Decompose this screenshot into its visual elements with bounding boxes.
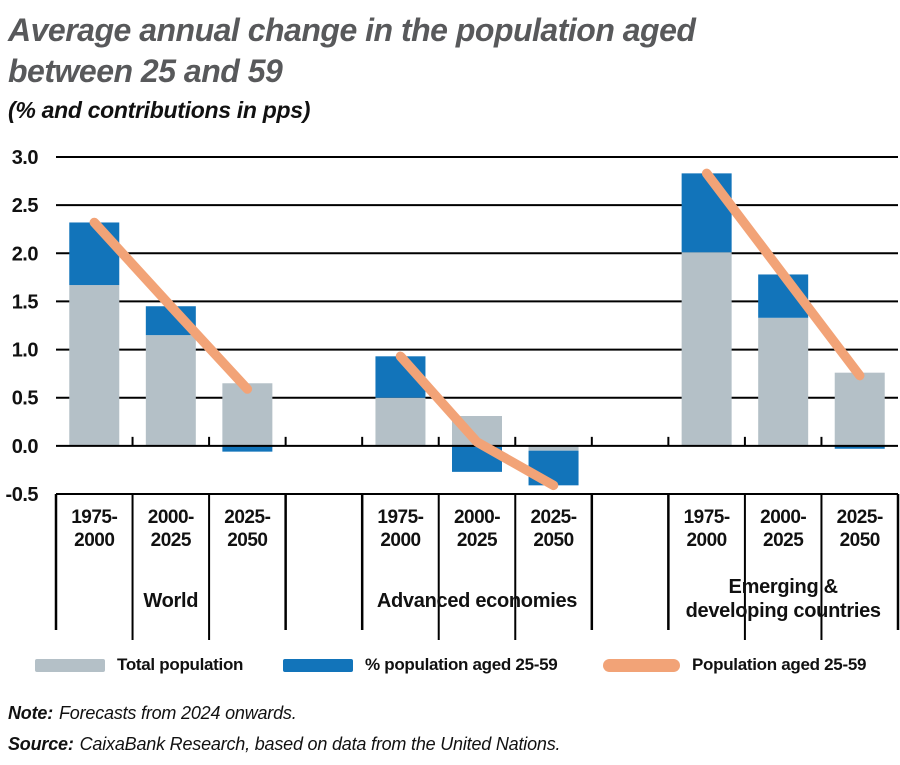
note: Note: Forecasts from 2024 onwards.	[8, 703, 297, 724]
bar-total-population	[758, 317, 809, 446]
legend-label: Population aged 25-59	[692, 655, 867, 674]
period-label: 2025-2050	[837, 507, 883, 551]
trend-line	[89, 217, 253, 394]
legend-item-population-aged: Population aged 25-59	[603, 655, 866, 675]
note-prefix: Note:	[8, 703, 53, 723]
pct-population-swatch-icon	[283, 658, 353, 672]
bar-total-population	[145, 335, 196, 446]
period-label: 2025-2050	[224, 507, 270, 551]
legend-item-pct-population: % population aged 25-59	[283, 655, 558, 675]
bar-total-population	[375, 397, 426, 446]
y-tick-label: 2.0	[12, 243, 39, 265]
bar-total-population	[681, 252, 732, 446]
group-label: World	[143, 590, 198, 612]
note-text: Forecasts from 2024 onwards.	[59, 703, 297, 723]
trend-line	[395, 351, 559, 491]
y-tick-label: 0.0	[12, 436, 39, 458]
period-label: 1975-2000	[71, 507, 117, 551]
total-population-swatch-icon	[35, 658, 105, 672]
y-tick-label: 2.5	[12, 195, 39, 217]
legend-label: % population aged 25-59	[365, 655, 558, 674]
legend-item-total-population: Total population	[35, 655, 243, 675]
period-label: 2000-2025	[148, 507, 194, 551]
period-label: 2025-2050	[530, 507, 576, 551]
y-tick-label: -0.5	[6, 484, 39, 506]
group-label: Emerging & developing countries	[686, 576, 881, 622]
group-label: Advanced economies	[377, 590, 577, 612]
bar-share-contribution	[222, 445, 273, 452]
bar-total-population	[528, 445, 579, 451]
bar-total-population	[834, 372, 885, 446]
source-text: CaixaBank Research, based on data from t…	[79, 734, 561, 754]
population-aged-line-swatch-icon	[603, 658, 680, 672]
chart-title-line1: Average annual change in the population …	[8, 12, 696, 48]
y-tick-label: 1.5	[12, 291, 39, 313]
source-prefix: Source:	[8, 734, 74, 754]
chart-subtitle: (% and contributions in pps)	[8, 97, 311, 123]
period-label: 1975-2000	[377, 507, 423, 551]
bar-share-contribution	[834, 445, 885, 449]
chart-title-line2: between 25 and 59	[8, 53, 283, 89]
bar-total-population	[69, 285, 120, 446]
trend-line	[701, 168, 865, 381]
y-tick-label: 0.5	[12, 388, 39, 410]
source: Source: CaixaBank Research, based on data…	[8, 734, 561, 755]
period-label: 1975-2000	[684, 507, 730, 551]
bar-share-contribution	[69, 222, 120, 286]
legend-label: Total population	[117, 655, 244, 674]
chart-canvas: 3.0 2.5 2.0 1.5 1.0 0.5 0.0 -0.5 1975-2000 2000-2…	[6, 147, 900, 640]
chart-title: Average annual change in the population …	[8, 10, 858, 92]
chart-legend: Total population % population aged 25-59…	[0, 655, 900, 683]
y-tick-label: 1.0	[12, 340, 39, 362]
bar-share-contribution	[681, 173, 732, 253]
period-label: 2000-2025	[454, 507, 500, 551]
period-label: 2000-2025	[760, 507, 806, 551]
y-tick-label: 3.0	[12, 147, 39, 169]
